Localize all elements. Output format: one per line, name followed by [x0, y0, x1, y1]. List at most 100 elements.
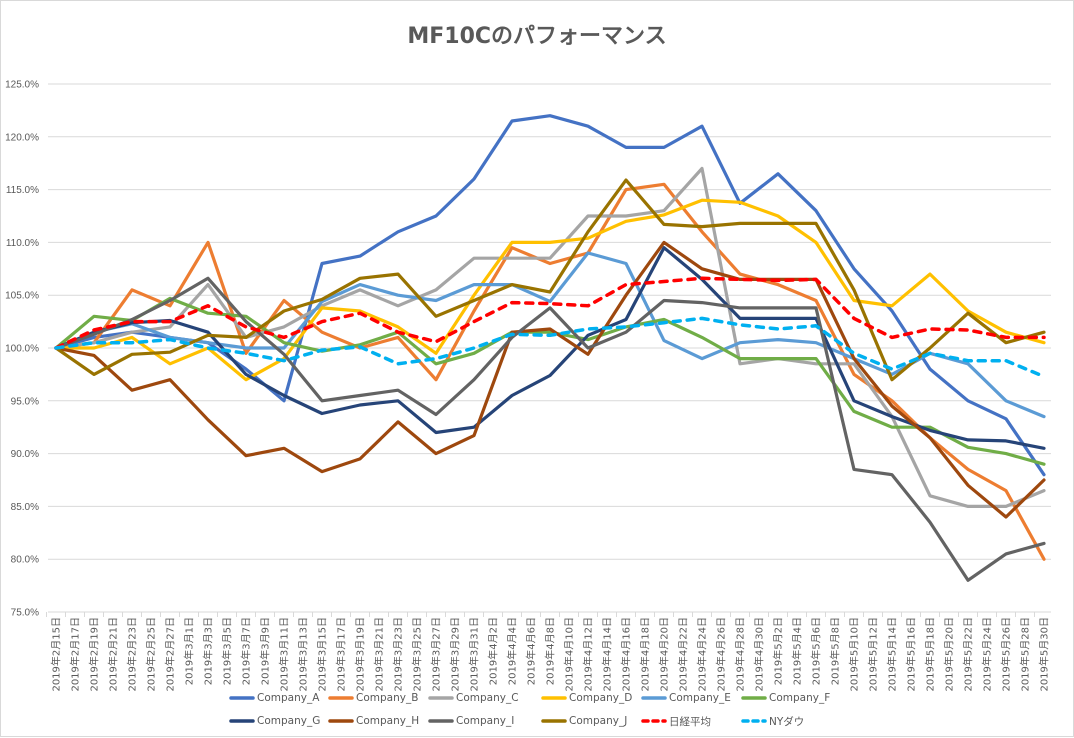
x-tick-label: 2019年2月23日 [126, 617, 139, 692]
x-tick-label: 2019年4月28日 [734, 617, 747, 692]
series-line-Company_I [54, 276, 1046, 582]
y-tick-label: 125.0% [5, 80, 39, 91]
x-tick-label: 2019年5月28日 [1019, 617, 1032, 692]
legend-item: Company_E [641, 691, 731, 705]
y-tick-label: 120.0% [5, 132, 39, 143]
y-tick-label: 115.0% [6, 185, 39, 196]
x-tick-label: 2019年2月27日 [164, 617, 177, 692]
x-tick-label: 2019年4月4日 [506, 617, 519, 685]
x-tick-label: 2019年5月8日 [829, 617, 842, 685]
legend-label: Company_A [257, 692, 320, 704]
x-tick-label: 2019年4月24日 [696, 617, 709, 692]
legend-item: Company_G [229, 714, 320, 728]
y-tick-label: 85.0% [11, 502, 39, 513]
legend-item: Company_D [541, 691, 632, 705]
x-tick-label: 2019年3月19日 [354, 617, 367, 692]
series-line-Company_A [54, 114, 1046, 477]
x-tick-label: 2019年4月18日 [639, 617, 652, 692]
legend-swatch [741, 696, 767, 700]
series-line-Company_D [54, 198, 1046, 382]
x-tick-label: 2019年5月24日 [981, 617, 994, 692]
legend-label: Company_B [356, 692, 419, 704]
series-line-NYダウ [54, 316, 1046, 379]
legend-swatch [428, 696, 454, 700]
legend-label: 日経平均 [669, 715, 711, 728]
series-line-Company_J [54, 178, 1046, 382]
x-tick-label: 2019年4月6日 [525, 617, 538, 685]
legend-label: Company_D [569, 692, 633, 704]
x-tick-label: 2019年5月10日 [848, 617, 861, 692]
x-tick-label: 2019年5月16日 [905, 617, 918, 692]
x-tick-label: 2019年5月30日 [1038, 617, 1051, 692]
x-tick-label: 2019年3月1日 [183, 617, 196, 685]
legend-swatch [229, 696, 255, 700]
x-tick-label: 2019年5月22日 [962, 617, 975, 692]
x-tick-label: 2019年4月14日 [601, 617, 614, 692]
legend-item: Company_J [541, 714, 627, 728]
legend-swatch [328, 719, 354, 723]
y-tick-label: 95.0% [11, 396, 39, 407]
legend-label: Company_F [769, 692, 831, 704]
series-line-日経平均 [54, 276, 1046, 350]
x-tick-label: 2019年5月18日 [924, 617, 937, 692]
legend-item: 日経平均 [641, 714, 711, 728]
legend-swatch [328, 696, 354, 700]
y-tick-label: 80.0% [11, 555, 39, 566]
legend-label: Company_G [257, 715, 321, 727]
legend-item: Company_H [328, 714, 419, 728]
chart-title: MF10Cのパフォーマンス [407, 24, 667, 49]
legend-item: Company_C [428, 691, 519, 705]
x-tick-label: 2019年3月31日 [468, 617, 481, 692]
legend-label: NYダウ [769, 715, 805, 728]
x-tick-label: 2019年2月25日 [145, 617, 158, 692]
x-tick-label: 2019年3月9日 [259, 617, 272, 685]
x-tick-label: 2019年3月23日 [392, 617, 405, 692]
x-tick-label: 2019年4月20日 [658, 617, 671, 692]
x-tick-label: 2019年4月2日 [487, 617, 500, 685]
x-tick-label: 2019年3月17日 [335, 617, 348, 692]
x-tick-label: 2019年5月4日 [791, 617, 804, 685]
x-tick-label: 2019年2月19日 [88, 617, 101, 692]
legend-swatch [641, 696, 667, 700]
x-tick-label: 2019年5月14日 [886, 617, 899, 692]
x-tick-label: 2019年5月2日 [772, 617, 785, 685]
legend-item: Company_I [428, 714, 514, 728]
legend-swatch [541, 696, 567, 700]
x-tick-label: 2019年5月12日 [867, 617, 880, 692]
y-tick-label: 75.0% [11, 608, 39, 619]
legend-swatch [428, 719, 454, 723]
series-line-Company_F [54, 296, 1046, 466]
x-tick-label: 2019年4月16日 [620, 617, 633, 692]
x-tick-label: 2019年3月15日 [316, 617, 329, 692]
x-tick-label: 2019年3月13日 [297, 617, 310, 692]
legend-label: Company_H [356, 715, 420, 727]
legend-item: Company_F [741, 691, 830, 705]
x-tick-label: 2019年3月25日 [411, 617, 424, 692]
x-tick-label: 2019年5月26日 [1000, 617, 1013, 692]
x-tick-label: 2019年5月6日 [810, 617, 823, 685]
x-tick-label: 2019年3月7日 [240, 617, 253, 685]
legend-swatch [641, 719, 667, 723]
x-tick-label: 2019年4月12日 [582, 617, 595, 692]
y-tick-label: 90.0% [11, 449, 39, 460]
x-tick-label: 2019年4月8日 [544, 617, 557, 685]
legend-label: Company_I [456, 715, 515, 727]
legend-swatch [541, 719, 567, 723]
legend-item: NYダウ [741, 714, 804, 728]
series-line-Company_C [54, 166, 1046, 508]
y-tick-label: 110.0% [6, 238, 39, 249]
legend-swatch [741, 719, 767, 723]
legend-item: Company_A [229, 691, 319, 705]
x-tick-label: 2019年3月5日 [221, 617, 234, 685]
x-tick-label: 2019年3月27日 [430, 617, 443, 692]
x-tick-label: 2019年3月3日 [202, 617, 215, 685]
x-tick-label: 2019年4月26日 [715, 617, 728, 692]
y-tick-label: 100.0% [5, 344, 39, 355]
x-tick-label: 2019年4月30日 [753, 617, 766, 692]
x-tick-label: 2019年2月21日 [107, 617, 120, 692]
x-tick-label: 2019年2月15日 [50, 617, 63, 692]
x-tick-label: 2019年3月21日 [373, 617, 386, 692]
legend-label: Company_C [456, 692, 519, 704]
